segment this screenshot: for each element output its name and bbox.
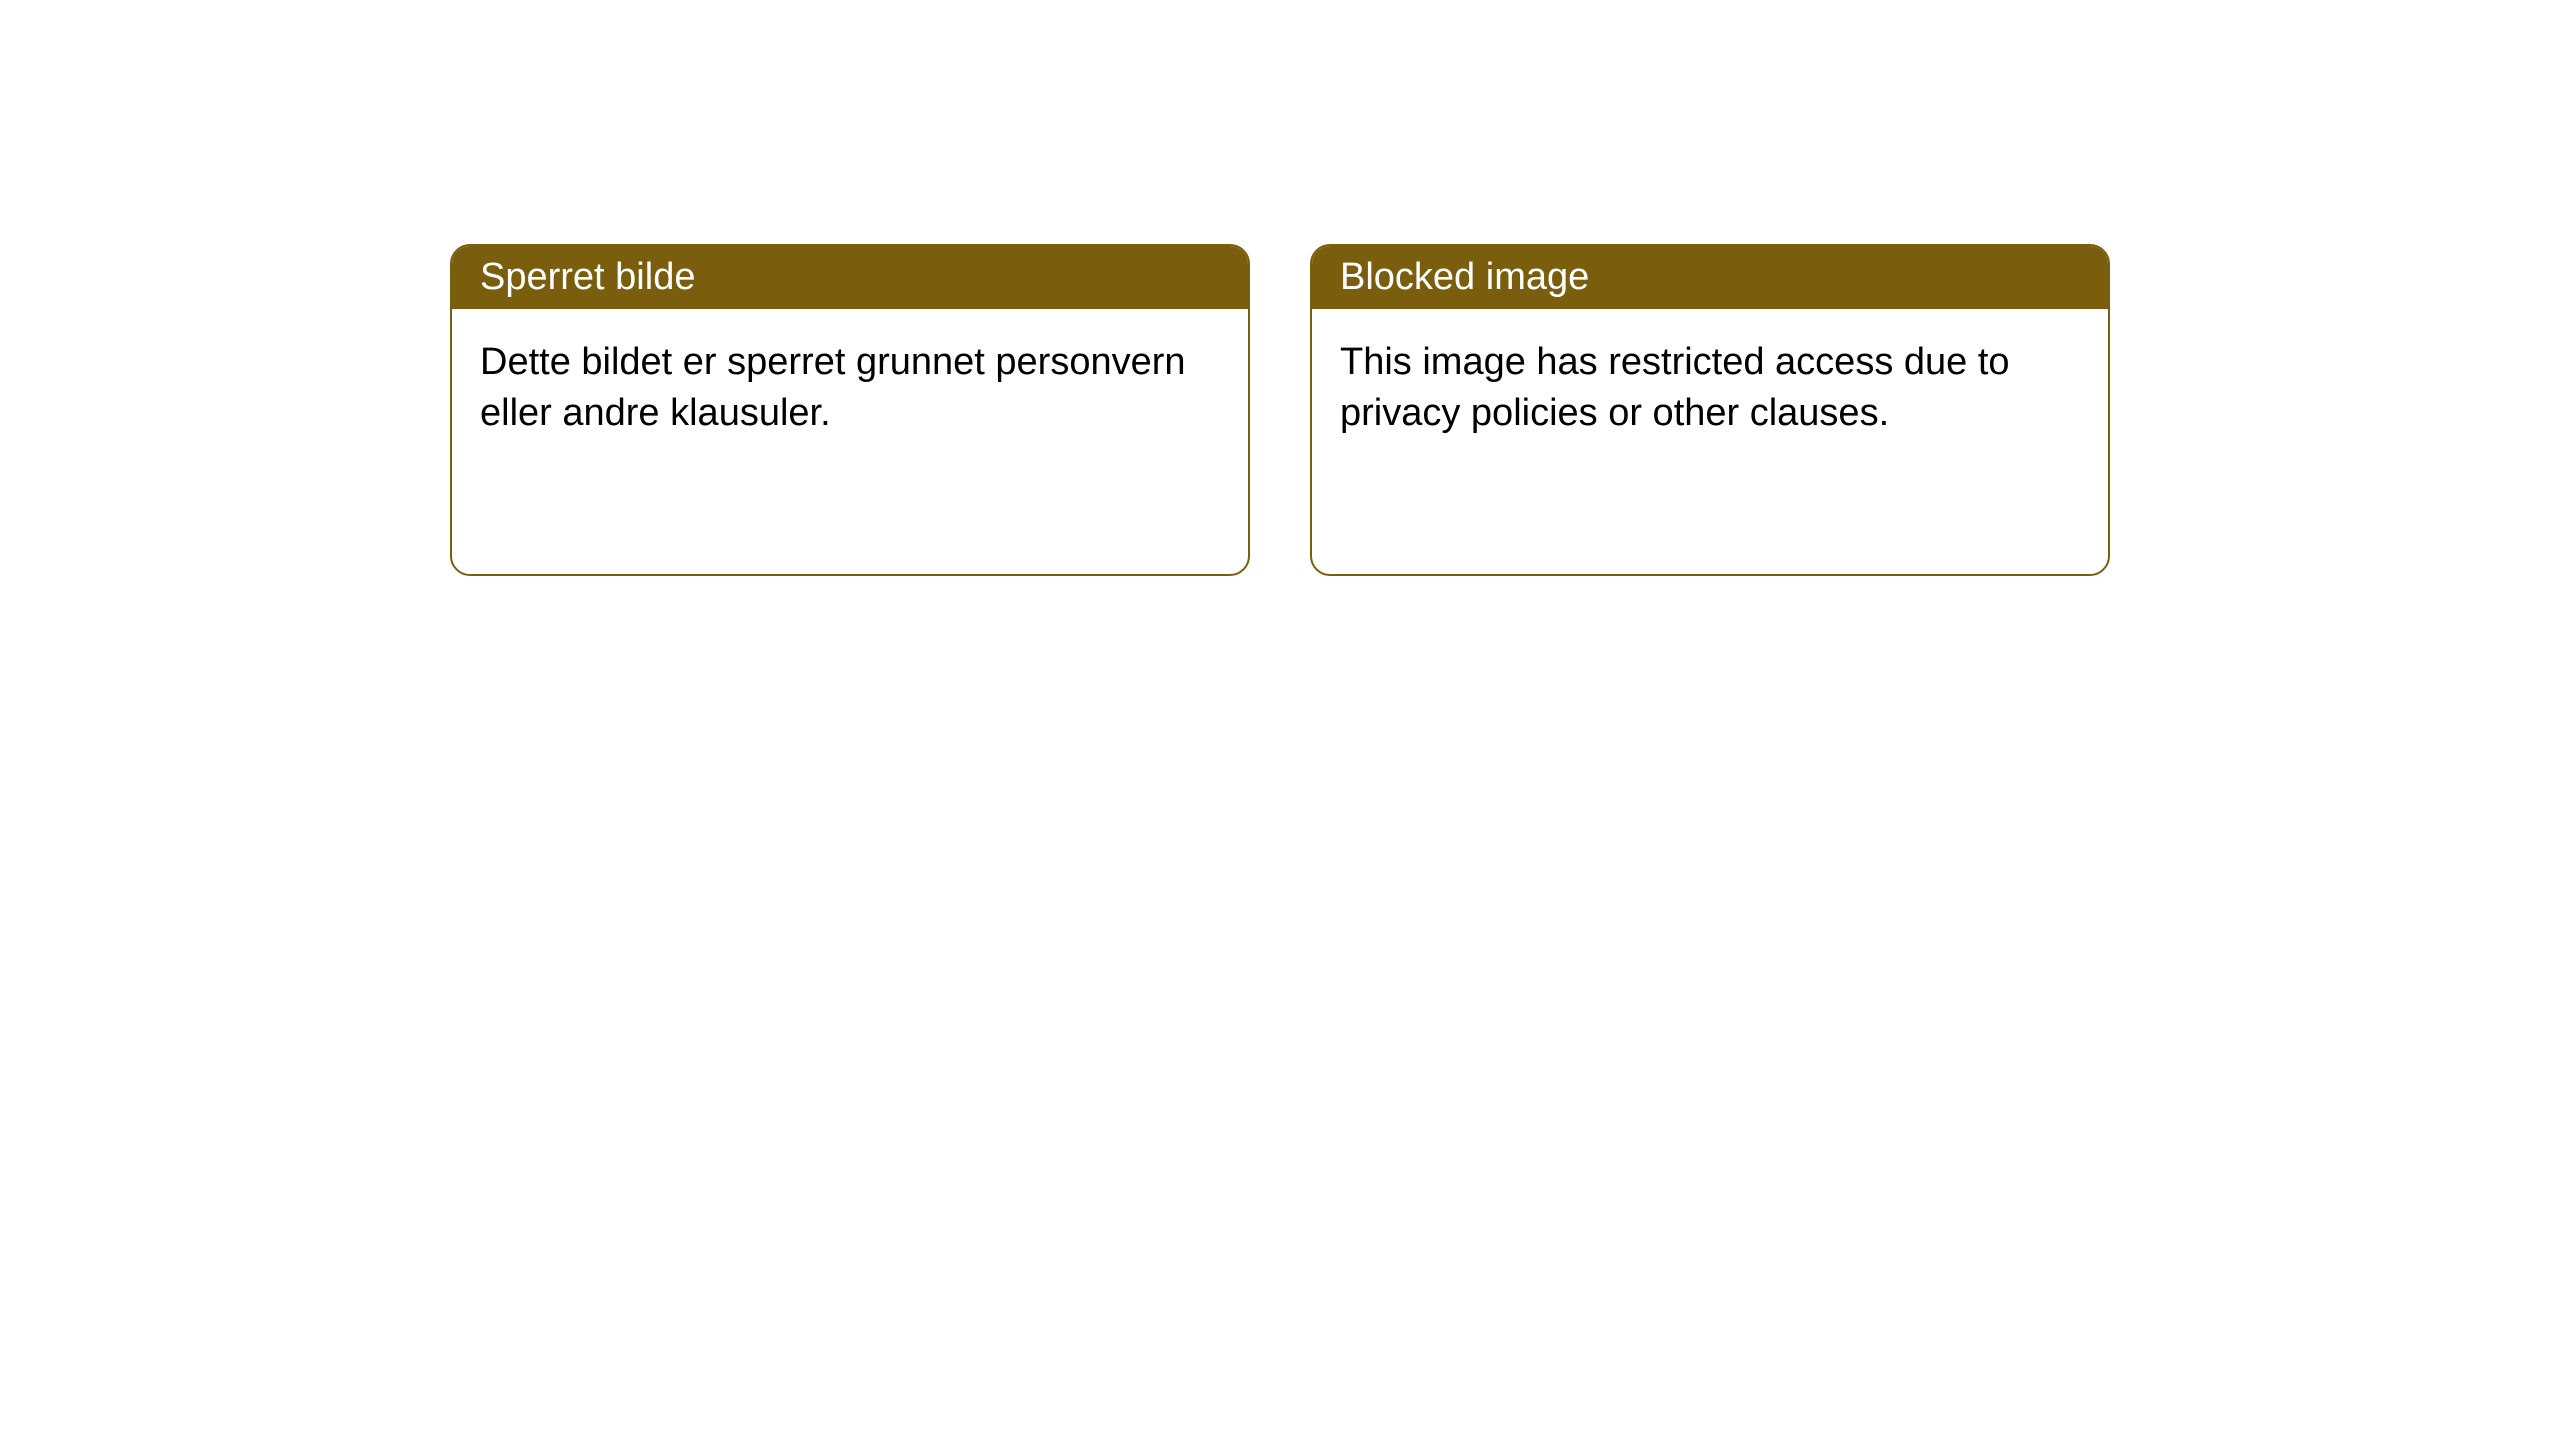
blocked-image-card-norwegian: Sperret bilde Dette bildet er sperret gr… [450,244,1250,576]
card-header-norwegian: Sperret bilde [452,246,1248,309]
blocked-image-card-english: Blocked image This image has restricted … [1310,244,2110,576]
card-header-english: Blocked image [1312,246,2108,309]
notice-container: Sperret bilde Dette bildet er sperret gr… [0,0,2560,576]
card-body-norwegian: Dette bildet er sperret grunnet personve… [452,309,1248,468]
card-body-english: This image has restricted access due to … [1312,309,2108,468]
